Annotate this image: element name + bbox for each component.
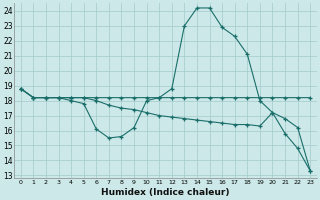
- X-axis label: Humidex (Indice chaleur): Humidex (Indice chaleur): [101, 188, 230, 197]
